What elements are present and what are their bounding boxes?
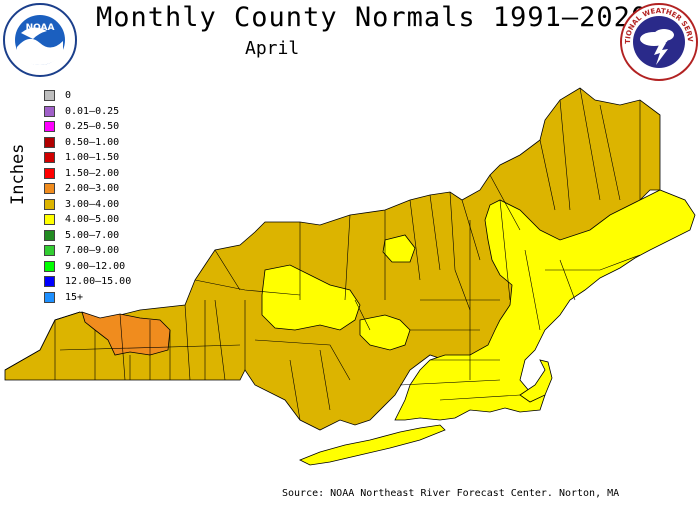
legend-label: 15+	[65, 291, 84, 303]
legend-item: 3.00–4.00	[44, 197, 131, 213]
legend-swatch	[44, 152, 55, 164]
region-4-5-vt	[382, 234, 416, 263]
legend-swatch	[44, 136, 55, 148]
county-map	[4, 87, 696, 466]
legend-swatch	[44, 167, 55, 179]
legend-label: 1.00–1.50	[65, 152, 120, 164]
legend-swatch	[44, 229, 55, 241]
legend-item: 1.00–1.50	[44, 150, 131, 166]
legend-item: 15+	[44, 290, 131, 306]
legend-item: 0	[44, 88, 131, 104]
legend-item: 0.01–0.25	[44, 104, 131, 120]
noaa-logo-text: NOAA	[26, 23, 55, 33]
legend-label: 0	[65, 90, 72, 102]
legend-item: 0.50–1.00	[44, 135, 131, 151]
legend-label: 9.00–12.00	[65, 260, 126, 272]
nws-logo: NATIONAL WEATHER SERVICE	[620, 3, 698, 81]
source-credit: Source: NOAA Northeast River Forecast Ce…	[282, 488, 620, 499]
map-title: Monthly County Normals 1991–2020	[96, 2, 649, 33]
region-4-5-catskills	[261, 264, 361, 331]
county-lines	[54, 87, 641, 421]
region-4-5-hudson	[359, 314, 411, 351]
legend-swatch	[44, 291, 55, 303]
legend-swatch	[44, 105, 55, 117]
legend-item: 0.25–0.50	[44, 119, 131, 135]
legend-label: 5.00–7.00	[65, 229, 120, 241]
legend-swatch	[44, 90, 55, 102]
legend-swatch	[44, 198, 55, 210]
legend-item: 1.50–2.00	[44, 166, 131, 182]
legend-label: 4.00–5.00	[65, 214, 120, 226]
legend-label: 1.50–2.00	[65, 167, 120, 179]
legend-item: 7.00–9.00	[44, 243, 131, 259]
legend: 0 0.01–0.25 0.25–0.50 0.50–1.00 1.00–1.50 1.5…	[44, 88, 131, 305]
legend-label: 3.00–4.00	[65, 198, 120, 210]
legend-label: 0.25–0.50	[65, 121, 120, 133]
region-2-3-western-ny	[81, 311, 171, 356]
legend-swatch	[44, 214, 55, 226]
region-4-5-longisland	[299, 424, 446, 466]
legend-item: 5.00–7.00	[44, 228, 131, 244]
legend-label: 0.50–1.00	[65, 136, 120, 148]
legend-swatch	[44, 260, 55, 272]
legend-label: 2.00–3.00	[65, 183, 120, 195]
legend-swatch	[44, 183, 55, 195]
legend-label: 12.00–15.00	[65, 276, 132, 288]
region-4-5-cape	[519, 359, 553, 403]
legend-label: 0.01–0.25	[65, 105, 120, 117]
legend-item: 2.00–3.00	[44, 181, 131, 197]
legend-swatch	[44, 245, 55, 257]
map-subtitle: April	[245, 38, 300, 59]
legend-item: 9.00–12.00	[44, 259, 131, 275]
lake-shoreline	[4, 311, 81, 371]
noaa-logo: NOAA	[3, 3, 77, 77]
legend-item: 12.00–15.00	[44, 274, 131, 290]
legend-item: 4.00–5.00	[44, 212, 131, 228]
legend-swatch	[44, 276, 55, 288]
legend-swatch	[44, 121, 55, 133]
legend-label: 7.00–9.00	[65, 245, 120, 257]
